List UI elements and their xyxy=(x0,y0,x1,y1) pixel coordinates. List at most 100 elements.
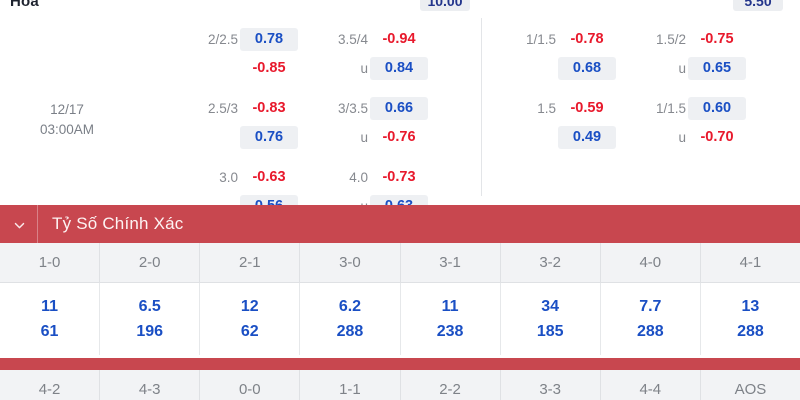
score-header-cell[interactable]: 3-1 xyxy=(401,243,501,282)
under-marker: u xyxy=(360,130,368,145)
odds-value-home[interactable]: -0.59 xyxy=(570,100,604,116)
score-header-cell[interactable]: 1-1 xyxy=(300,370,401,400)
market-row: u 0.65 xyxy=(628,57,750,86)
odds-secondary[interactable]: 288 xyxy=(336,322,364,340)
score-odds-cell[interactable]: 11 238 xyxy=(401,283,501,355)
score-header-cell[interactable]: 1-0 xyxy=(0,243,101,282)
odds-value-home[interactable]: -0.83 xyxy=(252,100,286,116)
score-odds-cell[interactable]: 7.7 288 xyxy=(601,283,701,355)
score-header-cell[interactable]: 4-2 xyxy=(0,370,101,400)
market-row: 1/1.5 -0.78 xyxy=(498,28,620,57)
odds-secondary[interactable]: 288 xyxy=(737,322,764,340)
odds-primary[interactable]: 7.7 xyxy=(639,297,662,315)
odds-value-over[interactable]: -0.75 xyxy=(700,31,734,47)
odds-value-home[interactable]: -0.78 xyxy=(570,31,604,47)
score-header-cell[interactable]: 0-0 xyxy=(200,370,301,400)
score-header-cell[interactable]: 2-2 xyxy=(401,370,501,400)
market-row: 2/2.5 0.78 xyxy=(180,28,302,57)
score-odds-cell[interactable]: 6.2 288 xyxy=(300,283,401,355)
score-header-cell[interactable]: 4-3 xyxy=(100,370,201,400)
total-line: 3.5/4 xyxy=(337,32,368,47)
score-header-cell[interactable]: 2-1 xyxy=(200,243,301,282)
market-row: 0.56 xyxy=(180,195,302,205)
market-row: 0.49 xyxy=(498,126,620,155)
odds-secondary[interactable]: 61 xyxy=(40,322,59,340)
market-row: u -0.70 xyxy=(628,126,750,155)
draw-odds-badge-right[interactable]: 5.50 xyxy=(733,0,783,11)
odds-value-under[interactable]: -0.76 xyxy=(382,129,416,145)
odds-primary[interactable]: 11 xyxy=(441,297,459,315)
event-datetime: 12/17 03:00AM xyxy=(12,100,122,139)
odds-primary[interactable]: 6.5 xyxy=(138,297,161,315)
market-row: 3/3.5 0.66 xyxy=(310,97,432,126)
odds-panel: Hòa 12/17 03:00AM 10.00 5.50 2/2.5 0.78 … xyxy=(10,0,783,205)
market-row: u 0.63 xyxy=(310,195,432,205)
market-row: 0.76 xyxy=(180,126,302,155)
odds-value-over[interactable]: -0.94 xyxy=(382,31,416,47)
under-marker: u xyxy=(360,61,368,76)
under-marker: u xyxy=(360,195,368,205)
odds-primary[interactable]: 12 xyxy=(240,297,259,315)
market-group-over-under-right: 1.5/2 -0.75 u 0.65 1/1.5 0.60 u -0.70 xyxy=(628,28,750,155)
correct-score-grid-second: 4-2 4-3 0-0 1-1 2-2 3-3 4-4 AOS xyxy=(0,370,800,400)
handicap-line: 1.5 xyxy=(537,101,556,116)
odds-value-away[interactable]: 0.76 xyxy=(240,126,298,149)
odds-value-home[interactable]: -0.63 xyxy=(252,169,286,185)
score-header-cell[interactable]: AOS xyxy=(734,381,767,398)
odds-secondary[interactable]: 196 xyxy=(136,322,164,340)
handicap-line: 3.0 xyxy=(219,170,238,185)
odds-value-over[interactable]: 0.60 xyxy=(688,97,746,120)
odds-primary[interactable]: 34 xyxy=(541,297,560,315)
market-row: u 0.84 xyxy=(310,57,432,86)
score-header-cell[interactable]: 3-0 xyxy=(300,243,401,282)
market-group-handicap-right: 1/1.5 -0.78 0.68 1.5 -0.59 0.49 xyxy=(498,28,620,155)
odds-value-away[interactable]: 0.68 xyxy=(558,57,616,80)
market-row: 2.5/3 -0.83 xyxy=(180,97,302,126)
odds-value-under[interactable]: 0.84 xyxy=(370,57,428,80)
market-row: 3.0 -0.63 xyxy=(180,166,302,195)
score-odds-cell[interactable]: 6.5 196 xyxy=(100,283,201,355)
score-header-cell[interactable]: 2-0 xyxy=(100,243,201,282)
odds-value-away[interactable]: 0.49 xyxy=(558,126,616,149)
odds-primary[interactable]: 11 xyxy=(41,297,59,315)
score-header-cell[interactable]: 4-1 xyxy=(739,254,762,271)
odds-value-under[interactable]: 0.65 xyxy=(688,57,746,80)
odds-value-under[interactable]: -0.70 xyxy=(700,129,734,145)
odds-value-under[interactable]: 0.63 xyxy=(370,195,428,205)
total-line: 1.5/2 xyxy=(655,32,686,47)
market-row: 0.68 xyxy=(498,57,620,86)
odds-value-away[interactable]: 0.56 xyxy=(240,195,298,205)
event-date: 12/17 xyxy=(50,102,84,117)
market-row: 1.5/2 -0.75 xyxy=(628,28,750,57)
score-odds-cell[interactable]: 34 185 xyxy=(501,283,601,355)
odds-value-over[interactable]: 0.66 xyxy=(370,97,428,120)
draw-odds-badge-left[interactable]: 10.00 xyxy=(420,0,470,11)
score-header-cell[interactable]: 3-2 xyxy=(501,243,601,282)
odds-secondary[interactable]: 288 xyxy=(636,322,664,340)
odds-primary[interactable]: 6.2 xyxy=(338,297,362,315)
score-header-cell[interactable]: 3-3 xyxy=(501,370,601,400)
total-line: 3/3.5 xyxy=(337,101,368,116)
odds-value-away[interactable]: -0.85 xyxy=(252,60,286,76)
section-title: Tỷ Số Chính Xác xyxy=(52,214,184,233)
total-line: 4.0 xyxy=(349,170,368,185)
score-header-cell[interactable]: 4-0 xyxy=(601,243,701,282)
score-header-cell[interactable]: 4-4 xyxy=(601,370,701,400)
score-header-row: 4-2 4-3 0-0 1-1 2-2 3-3 4-4 AOS xyxy=(0,370,800,400)
odds-secondary[interactable]: 185 xyxy=(536,322,564,340)
collapse-toggle-button[interactable] xyxy=(0,205,38,243)
chevron-down-icon xyxy=(13,219,25,230)
score-odds-cell[interactable]: 13 288 xyxy=(701,283,800,355)
score-odds-cell[interactable]: 11 61 xyxy=(0,283,101,355)
odds-secondary[interactable]: 62 xyxy=(240,322,259,340)
odds-primary[interactable]: 13 xyxy=(741,297,760,315)
correct-score-section-bar[interactable]: Tỷ Số Chính Xác xyxy=(0,205,800,243)
draw-market-label: Hòa xyxy=(10,0,39,10)
score-odds-cell[interactable]: 12 62 xyxy=(200,283,301,355)
odds-value-home[interactable]: 0.78 xyxy=(240,28,298,51)
odds-value-over[interactable]: -0.73 xyxy=(382,169,416,185)
handicap-line: 1/1.5 xyxy=(525,32,556,47)
odds-secondary[interactable]: 238 xyxy=(436,322,464,340)
under-marker: u xyxy=(678,61,686,76)
